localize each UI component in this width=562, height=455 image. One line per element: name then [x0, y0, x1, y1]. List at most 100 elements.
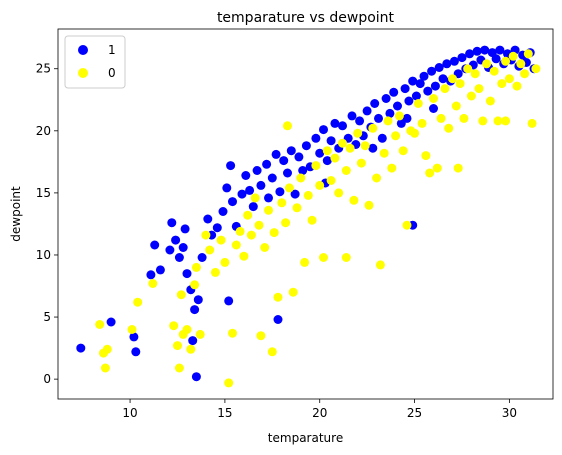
legend-marker-1 — [78, 45, 88, 55]
data-point-series-0 — [239, 251, 249, 261]
data-point-series-1 — [171, 235, 181, 245]
data-point-series-0 — [224, 378, 234, 388]
data-point-series-0 — [127, 325, 137, 334]
data-point-series-0 — [523, 49, 533, 59]
data-point-series-0 — [195, 329, 205, 339]
data-point-series-0 — [501, 56, 511, 66]
data-point-series-1 — [381, 94, 391, 103]
data-point-series-0 — [356, 158, 366, 168]
data-point-series-1 — [442, 59, 452, 69]
data-point-series-1 — [315, 148, 325, 158]
data-point-series-0 — [520, 69, 530, 79]
data-point-series-0 — [470, 69, 480, 79]
data-point-series-0 — [501, 116, 511, 126]
data-point-series-0 — [482, 59, 492, 69]
data-point-series-0 — [338, 138, 347, 148]
data-point-series-1 — [150, 240, 160, 250]
data-point-series-1 — [368, 143, 378, 153]
data-point-series-1 — [279, 156, 289, 166]
data-point-series-0 — [264, 205, 273, 215]
data-point-series-1 — [248, 202, 258, 212]
data-point-series-1 — [262, 159, 272, 169]
data-point-series-1 — [190, 305, 200, 315]
data-point-series-1 — [330, 118, 340, 128]
data-point-series-0 — [169, 321, 179, 331]
data-point-series-0 — [256, 331, 266, 341]
data-point-series-0 — [353, 128, 363, 138]
data-point-series-1 — [370, 99, 380, 108]
data-point-series-0 — [478, 116, 488, 126]
data-point-series-0 — [453, 163, 463, 173]
data-point-series-0 — [398, 146, 408, 156]
data-point-series-1 — [218, 207, 228, 216]
data-point-series-1 — [419, 71, 429, 81]
x-tick-label: 30 — [502, 406, 517, 420]
data-point-series-0 — [173, 341, 182, 351]
data-point-series-0 — [277, 198, 287, 208]
data-point-series-1 — [252, 166, 262, 175]
data-point-series-0 — [402, 220, 412, 230]
data-point-series-0 — [436, 113, 446, 123]
data-point-series-1 — [167, 218, 177, 228]
data-point-series-0 — [216, 235, 226, 245]
data-point-series-0 — [269, 228, 279, 238]
y-tick-label: 25 — [36, 62, 51, 76]
data-point-series-0 — [448, 74, 457, 84]
data-point-series-0 — [281, 218, 291, 228]
data-point-series-1 — [237, 189, 247, 199]
data-point-series-1 — [438, 74, 448, 84]
data-point-series-0 — [421, 151, 431, 161]
data-point-series-0 — [413, 99, 423, 108]
data-point-series-1 — [174, 253, 184, 262]
data-point-series-1 — [298, 166, 308, 175]
data-point-series-1 — [411, 91, 421, 101]
y-tick-label: 5 — [43, 310, 51, 324]
data-point-series-0 — [201, 230, 211, 240]
x-axis-ticks: 10 15 20 25 30 — [122, 399, 517, 420]
data-point-series-1 — [188, 336, 198, 346]
data-point-series-1 — [457, 53, 467, 63]
data-point-series-1 — [228, 197, 237, 207]
data-point-series-0 — [267, 347, 277, 357]
data-point-series-0 — [260, 243, 270, 252]
data-point-series-1 — [155, 265, 165, 275]
data-point-series-0 — [512, 81, 522, 91]
data-point-series-1 — [430, 81, 440, 91]
chart-title: temparature vs dewpoint — [217, 10, 395, 26]
data-point-series-0 — [228, 328, 237, 338]
data-point-series-1 — [338, 121, 347, 131]
data-point-series-1 — [271, 149, 281, 159]
data-point-series-0 — [417, 118, 427, 128]
data-point-series-1 — [389, 87, 399, 97]
data-point-series-0 — [303, 190, 313, 200]
data-point-series-0 — [387, 163, 397, 173]
y-axis-label: dewpoint — [9, 186, 23, 242]
data-point-series-0 — [379, 148, 389, 158]
data-point-series-0 — [235, 226, 245, 236]
data-point-series-0 — [429, 94, 438, 103]
data-point-series-1 — [385, 108, 395, 118]
data-point-series-1 — [129, 332, 139, 342]
data-point-series-1 — [256, 180, 266, 190]
data-point-series-0 — [102, 344, 112, 354]
data-point-series-1 — [212, 223, 222, 233]
data-point-series-0 — [243, 210, 253, 220]
data-point-series-0 — [364, 200, 374, 210]
data-point-series-1 — [178, 243, 188, 252]
data-point-series-1 — [106, 317, 116, 327]
data-point-series-0 — [463, 64, 473, 74]
legend-label-1: 1 — [108, 43, 116, 57]
data-point-series-0 — [319, 253, 328, 262]
data-point-series-0 — [345, 143, 355, 153]
data-point-series-0 — [273, 292, 283, 302]
data-point-series-1 — [76, 343, 86, 353]
data-point-series-1 — [319, 125, 328, 135]
legend: 1 0 — [64, 35, 126, 89]
y-tick-label: 10 — [36, 248, 51, 262]
data-point-series-0 — [451, 101, 461, 111]
data-point-series-1 — [131, 347, 141, 357]
data-point-series-0 — [508, 51, 518, 61]
data-point-series-0 — [489, 66, 499, 76]
data-point-series-1 — [203, 214, 213, 224]
